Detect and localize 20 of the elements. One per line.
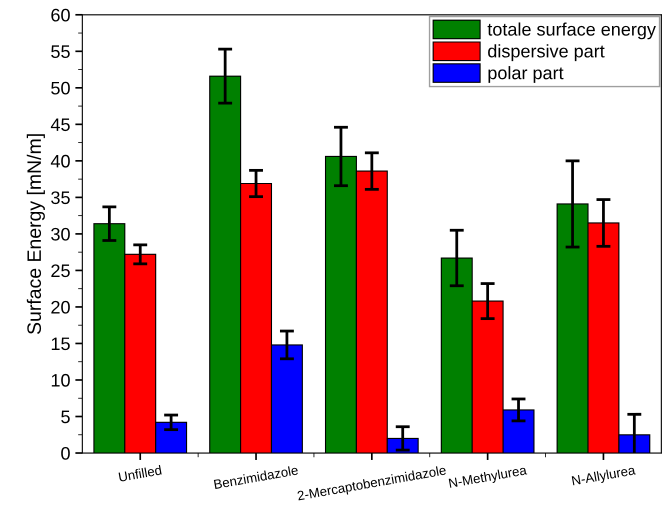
x-tick-label: N-Methylurea [448,464,528,491]
y-tick-label: 20 [51,300,70,314]
y-tick-label: 55 [51,45,70,58]
y-tick-label: 30 [51,228,70,241]
y-tick-label: 60 [51,8,70,22]
y-tick-label: 15 [52,338,70,350]
y-tick-label: 10 [52,374,70,387]
y-tick-label: 0 [61,446,70,460]
y-tick-label: 40 [50,154,70,168]
y-tick-label: 25 [51,264,70,278]
legend-label: dispersive part [488,44,605,62]
y-tick-label: 5 [61,410,70,424]
legend-label: polar part [488,66,564,83]
y-axis-title: Surface Energy [mN/m] [26,134,45,334]
y-tick-label: 35 [51,191,70,204]
x-tick-label: N-Allylurea [572,464,636,488]
y-tick-label: 45 [50,118,70,132]
y-tick-label: 50 [51,82,70,95]
legend-label: totale surface energy [488,22,656,40]
x-tick-label: Unfilled [118,464,162,482]
